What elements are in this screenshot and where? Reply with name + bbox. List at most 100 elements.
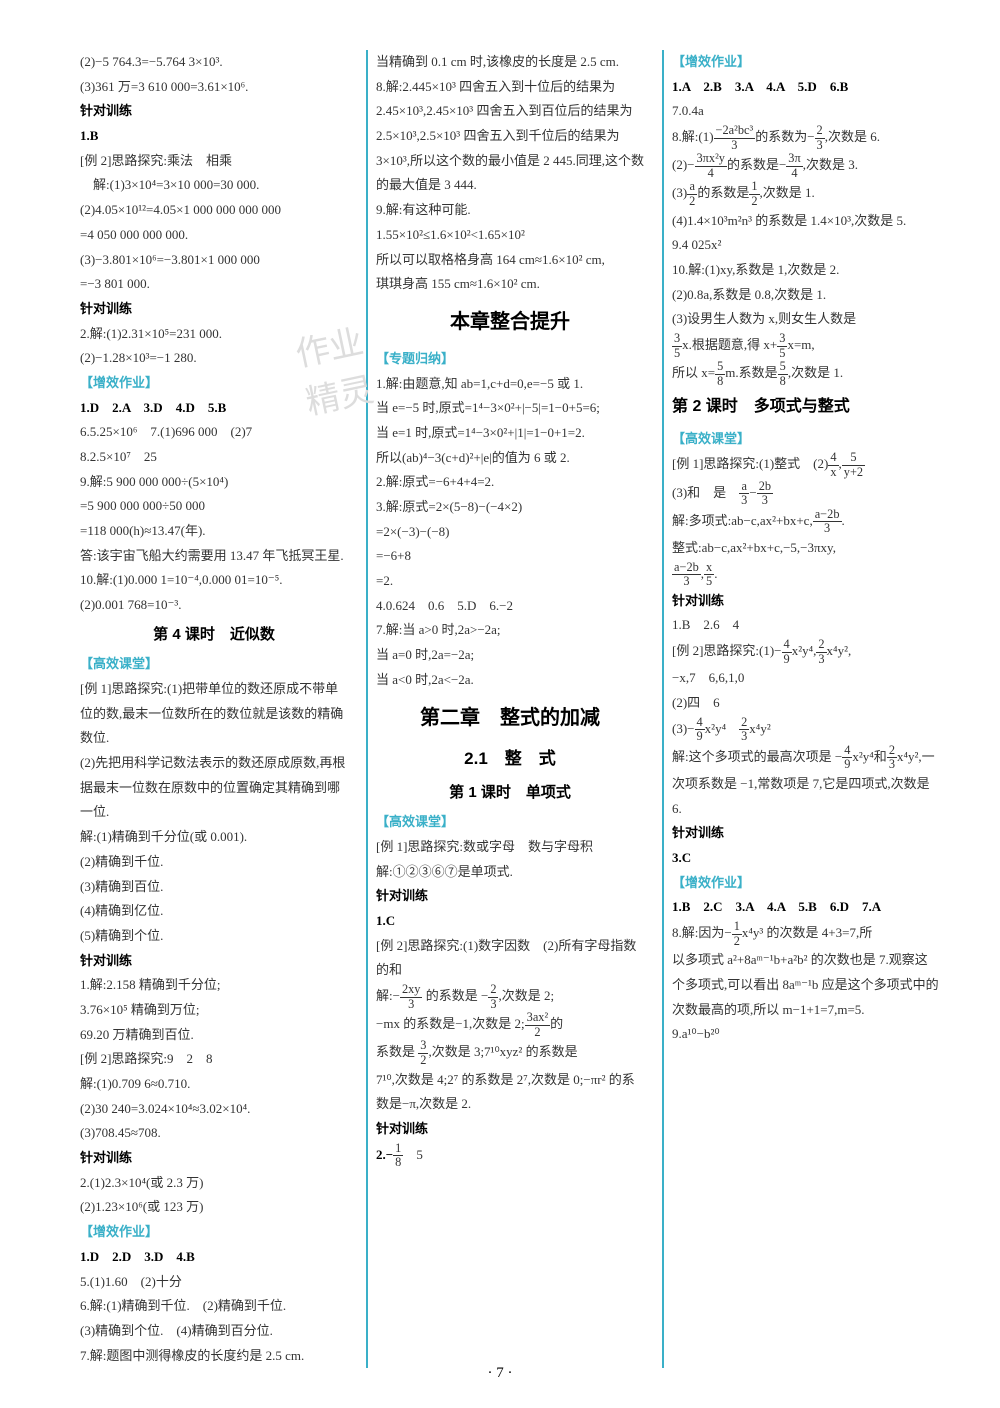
- text-line: 9.解:5 900 000 000÷(5×10⁴): [80, 470, 348, 495]
- text-line: 4.0.624 0.6 5.D 6.−2: [376, 594, 644, 619]
- text-line: (3)−3.801×10⁶=−3.801×1 000 000: [80, 248, 348, 273]
- text-line: =4 050 000 000 000.: [80, 223, 348, 248]
- text-line: 所以可以取格格身高 164 cm≈1.6×10² cm,: [376, 248, 644, 273]
- section-label: 【专题归纳】: [376, 347, 644, 372]
- text-line: [例 1]思路探究:(1)整式 (2)4x,5y+2: [672, 451, 940, 479]
- text-line: 1.D 2.A 3.D 4.D 5.B: [80, 396, 348, 421]
- text-line: 10.解:(1)0.000 1=10⁻⁴,0.000 01=10⁻⁵.: [80, 568, 348, 593]
- column-2: 当精确到 0.1 cm 时,该橡皮的长度是 2.5 cm. 8.解:2.445×…: [366, 50, 644, 1368]
- text-line: (2)−1.28×10³=−1 280.: [80, 346, 348, 371]
- section-label: 【增效作业】: [80, 1220, 348, 1245]
- text-line: 1.D 2.D 3.D 4.B: [80, 1245, 348, 1270]
- section-label: 【高效课堂】: [672, 427, 940, 452]
- text-line: 1.B 2.6 4: [672, 613, 940, 638]
- text-line: =5 900 000 000÷50 000: [80, 494, 348, 519]
- text-line: (2)四 6: [672, 691, 940, 716]
- text-line: 1.C: [376, 909, 644, 934]
- text-line: 3.76×10⁵ 精确到万位;: [80, 998, 348, 1023]
- text-line: 解:多项式:ab−c,ax²+bx+c,a−2b3.: [672, 508, 940, 536]
- subheading: 针对训练: [672, 589, 940, 614]
- text-line: 8.解:2.445×10³ 四舍五入到十位后的结果为 2.45×10³,2.45…: [376, 75, 644, 198]
- page-content: (2)−5 764.3=−5.764 3×10³. (3)361 万=3 610…: [0, 0, 1000, 1408]
- text-line: 7¹⁰,次数是 4;2⁷ 的系数是 2⁷,次数是 0;−πr² 的系数是−π,次…: [376, 1068, 644, 1117]
- text-line: 2.解:原式=−6+4+4=2.: [376, 470, 644, 495]
- text-line: [例 1]思路探究:(1)把带单位的数还原成不带单位的数,最末一位数所在的数位就…: [80, 677, 348, 751]
- text-line: [例 2]思路探究:(1)−49x²y⁴,23x⁴y²,: [672, 638, 940, 666]
- text-line: 3.C: [672, 846, 940, 871]
- text-line: 当精确到 0.1 cm 时,该橡皮的长度是 2.5 cm.: [376, 50, 644, 75]
- text-line: 1.解:2.158 精确到千分位;: [80, 973, 348, 998]
- text-line: (4)1.4×10³m²n³ 的系数是 1.4×10³,次数是 5.: [672, 209, 940, 234]
- text-line: =2×(−3)−(−8): [376, 520, 644, 545]
- text-line: 8.解:(1)−2a²bc³3的系数为−23,次数是 6.: [672, 124, 940, 152]
- text-line: (2)30 240=3.024×10⁴≈3.02×10⁴.: [80, 1097, 348, 1122]
- text-line: 解:(1)精确到千分位(或 0.001).: [80, 825, 348, 850]
- text-line: 1.55×10²≤1.6×10²<1.65×10²: [376, 223, 644, 248]
- text-line: [例 1]思路探究:数或字母 数与字母积: [376, 835, 644, 860]
- lesson-title: 第 4 课时 近似数: [80, 621, 348, 650]
- subheading: 针对训练: [376, 884, 644, 909]
- text-line: 10.解:(1)xy,系数是 1,次数是 2.: [672, 258, 940, 283]
- text-line: 解:−2xy3 的系数是 −23,次数是 2;: [376, 983, 644, 1011]
- text-line: [例 2]思路探究:9 2 8: [80, 1047, 348, 1072]
- text-line: 琪琪身高 155 cm≈1.6×10² cm.: [376, 272, 644, 297]
- subheading: 针对训练: [672, 821, 940, 846]
- text-line: (2)1.23×10⁶(或 123 万): [80, 1195, 348, 1220]
- text-line: 解:(1)0.709 6≈0.710.: [80, 1072, 348, 1097]
- text-line: 解:①②③⑥⑦是单项式.: [376, 860, 644, 885]
- text-line: (2)−5 764.3=−5.764 3×10³.: [80, 50, 348, 75]
- text-line: 7.0.4a: [672, 99, 940, 124]
- text-line: a−2b3,x5.: [672, 561, 940, 589]
- text-line: (2)先把用科学记数法表示的数还原成原数,再根据最末一位数在原数中的位置确定其精…: [80, 751, 348, 825]
- text-line: 9.a¹⁰−b²⁰: [672, 1022, 940, 1047]
- text-line: (2)−3πx²y4的系数是−3π4,次数是 3.: [672, 152, 940, 180]
- subheading: 针对训练: [80, 949, 348, 974]
- text-line: 3.解:原式=2×(5−8)−(−4×2): [376, 495, 644, 520]
- text-line: 5.(1)1.60 (2)十分: [80, 1270, 348, 1295]
- text-line: 1.B 2.C 3.A 4.A 5.B 6.D 7.A: [672, 895, 940, 920]
- text-line: (3)和 是 a3−2b3: [672, 480, 940, 508]
- text-line: 1.A 2.B 3.A 4.A 5.D 6.B: [672, 75, 940, 100]
- subheading: 针对训练: [80, 1146, 348, 1171]
- text-line: (2)精确到千位.: [80, 850, 348, 875]
- text-line: =−6+8: [376, 544, 644, 569]
- chapter-title: 本章整合提升: [376, 303, 644, 341]
- subheading: 针对训练: [80, 99, 348, 124]
- text-line: 所以(ab)⁴−3(c+d)²+|e|的值为 6 或 2.: [376, 446, 644, 471]
- column-3: 【增效作业】 1.A 2.B 3.A 4.A 5.D 6.B 7.0.4a 8.…: [662, 50, 940, 1368]
- text-line: 当 e=−5 时,原式=1⁴−3×0²+|−5|=1−0+5=6;: [376, 396, 644, 421]
- text-line: =−3 801 000.: [80, 272, 348, 297]
- subheading: 针对训练: [80, 297, 348, 322]
- text-line: (3)a2的系数是12,次数是 1.: [672, 180, 940, 208]
- text-line: 整式:ab−c,ax²+bx+c,−5,−3πxy,: [672, 536, 940, 561]
- text-line: 解:(1)3×10⁴=3×10 000=30 000.: [80, 173, 348, 198]
- section-label: 【增效作业】: [672, 50, 940, 75]
- text-line: 35x.根据题意,得 x+35x=m,: [672, 332, 940, 360]
- text-line: 7.解:当 a>0 时,2a>−2a;: [376, 618, 644, 643]
- text-line: 2.−18 5: [376, 1142, 644, 1170]
- text-line: [例 2]思路探究:乘法 相乘: [80, 149, 348, 174]
- text-line: 2.解:(1)2.31×10⁵=231 000.: [80, 322, 348, 347]
- column-1: (2)−5 764.3=−5.764 3×10³. (3)361 万=3 610…: [80, 50, 348, 1368]
- text-line: (3)设男生人数为 x,则女生人数是: [672, 307, 940, 332]
- text-line: 当 a=0 时,2a=−2a;: [376, 643, 644, 668]
- section-title: 2.1 整 式: [376, 743, 644, 775]
- text-line: 解:这个多项式的最高次项是 −49x²y⁴和23x⁴y²,一次项系数是 −1,常…: [672, 744, 940, 822]
- text-line: (3)精确到个位. (4)精确到百分位.: [80, 1319, 348, 1344]
- text-line: −x,7 6,6,1,0: [672, 666, 940, 691]
- text-line: 答:该宇宙飞船大约需要用 13.47 年飞抵冥王星.: [80, 544, 348, 569]
- text-line: 9.4 025x²: [672, 233, 940, 258]
- section-label: 【高效课堂】: [376, 810, 644, 835]
- text-line: 1.解:由题意,知 ab=1,c+d=0,e=−5 或 1.: [376, 372, 644, 397]
- text-line: =2.: [376, 569, 644, 594]
- chapter-title: 第二章 整式的加减: [376, 699, 644, 737]
- text-line: 69.20 万精确到百位.: [80, 1023, 348, 1048]
- text-line: −mx 的系数是−1,次数是 2;3ax²2的: [376, 1011, 644, 1039]
- text-line: 当 e=1 时,原式=1⁴−3×0²+|1|=1−0+1=2.: [376, 421, 644, 446]
- text-line: (3)−49x²y⁴ 23x⁴y²: [672, 716, 940, 744]
- text-line: =118 000(h)≈13.47(年).: [80, 519, 348, 544]
- text-line: 9.解:有这种可能.: [376, 198, 644, 223]
- section-label: 【增效作业】: [672, 871, 940, 896]
- subheading: 针对训练: [376, 1117, 644, 1142]
- text-line: 系数是 32,次数是 3;7¹⁰xyz² 的系数是: [376, 1039, 644, 1067]
